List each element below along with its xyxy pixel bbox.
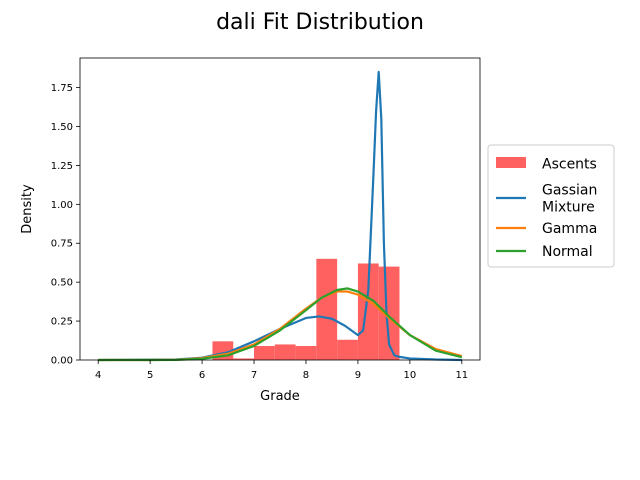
histogram-bar-5 (316, 258, 338, 360)
series-line-normal (98, 287, 463, 362)
legend: Ascents Gassian Mixture Gamma Normal (487, 144, 615, 268)
chart-title: dali Fit Distribution (216, 10, 424, 35)
histogram-bars (212, 258, 400, 360)
y-tick-label: 1.00 (51, 200, 73, 211)
x-tick-label: 5 (147, 370, 153, 381)
legend-label-ascents: Ascents (542, 157, 597, 173)
histogram-bar-7 (357, 263, 379, 360)
x-tick-label: 4 (95, 370, 101, 381)
x-axis-ticks: 4 5 6 7 8 9 10 11 (95, 360, 468, 381)
y-axis-label: Density (20, 184, 35, 234)
legend-frame (487, 144, 615, 268)
legend-label-gassian-mixture: Gassian Mixture (542, 183, 597, 216)
histogram-bar-2 (254, 345, 275, 360)
x-tick-label: 8 (303, 370, 309, 381)
x-tick-label: 9 (355, 370, 361, 381)
y-tick-label: 0.00 (51, 356, 73, 367)
series-line-gassian-mixture (98, 70, 462, 362)
y-tick-label: 0.75 (51, 239, 73, 250)
x-tick-label: 11 (455, 370, 468, 381)
histogram-bar-1 (233, 358, 255, 360)
y-tick-label: 0.25 (51, 317, 73, 328)
x-tick-label: 6 (199, 370, 205, 381)
plot-frame (79, 57, 481, 361)
y-axis-ticks: 0.00 0.25 0.50 0.75 1.00 1.25 1.50 1.75 (51, 83, 80, 367)
x-axis-label: Grade (260, 389, 300, 404)
legend-label-normal: Normal (542, 244, 593, 260)
histogram-bar-3 (274, 344, 296, 360)
fit-curves (98, 70, 463, 362)
y-tick-label: 0.50 (51, 278, 73, 289)
legend-label-gamma: Gamma (542, 221, 597, 237)
y-tick-label: 1.50 (51, 122, 73, 133)
histogram-bar-8 (378, 266, 400, 360)
histogram-bar-4 (295, 345, 317, 360)
legend-swatch-ascents (496, 157, 526, 168)
x-tick-label: 10 (404, 370, 417, 381)
histogram-bar-6 (337, 339, 358, 360)
y-tick-label: 1.25 (51, 161, 73, 172)
y-tick-label: 1.75 (51, 83, 73, 94)
x-tick-label: 7 (251, 370, 257, 381)
